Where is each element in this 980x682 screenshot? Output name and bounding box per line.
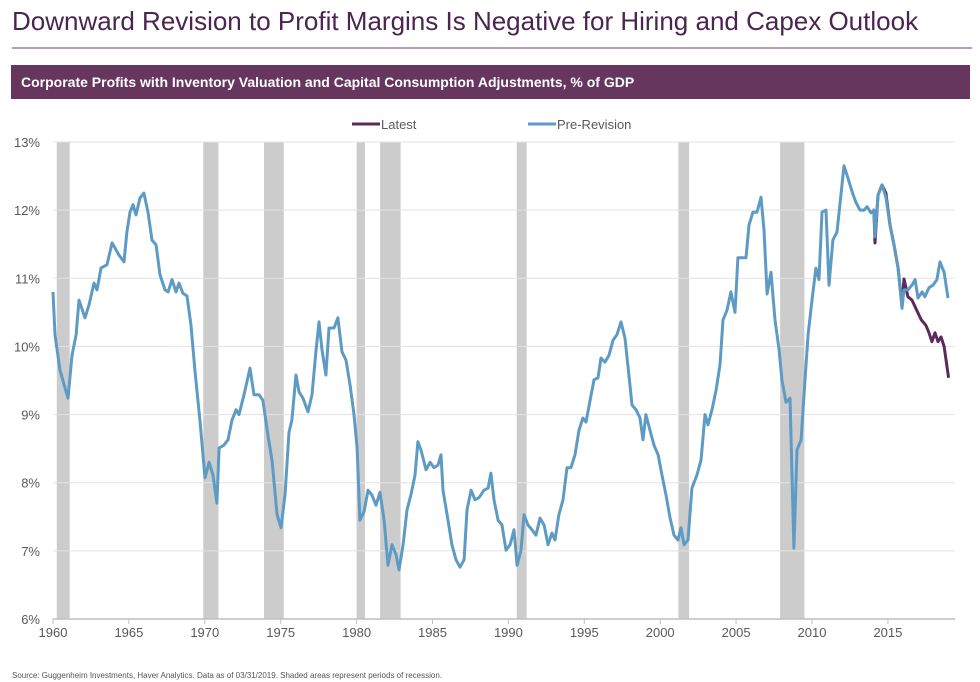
chart-title-banner: Corporate Profits with Inventory Valuati… [11, 65, 970, 99]
recession-band [678, 142, 690, 619]
recession-band [516, 142, 527, 619]
title-divider [12, 47, 972, 49]
y-tick-label: 12% [14, 203, 40, 218]
x-tick-label: 1980 [342, 625, 371, 640]
y-tick-label: 13% [14, 135, 40, 150]
axes: 6% 7% 8% 9% 10% 11% 12% 13% 1960 1965 1970 1975 1980… [14, 135, 955, 640]
x-tick-label: 1975 [266, 625, 295, 640]
recession-band [356, 142, 365, 619]
x-tick-label: 1990 [494, 625, 523, 640]
recession-band [264, 142, 284, 619]
recession-band [780, 142, 805, 619]
y-tick-label: 11% [15, 271, 40, 286]
page-title: Downward Revision to Profit Margins Is N… [12, 6, 919, 36]
series-pre-revision-line [51, 164, 950, 572]
x-tick-label: 2000 [646, 625, 675, 640]
y-tick-label: 6% [21, 612, 40, 627]
legend-pre-revision-label: Pre-Revision [557, 117, 631, 132]
legend-latest-label: Latest [381, 117, 417, 132]
x-tick-label: 2015 [873, 625, 902, 640]
y-tick-label: 7% [21, 544, 40, 559]
x-tick-label: 1970 [190, 625, 219, 640]
recession-band [380, 142, 401, 619]
series-lines [51, 164, 951, 572]
x-tick-label: 1960 [39, 625, 68, 640]
recession-band [203, 142, 219, 619]
gridlines [53, 141, 955, 552]
chart-title: Corporate Profits with Inventory Valuati… [21, 74, 635, 90]
x-tick-label: 2005 [722, 625, 751, 640]
y-tick-label: 9% [21, 408, 40, 423]
x-tick-label: 2010 [798, 625, 827, 640]
legend: Latest Pre-Revision [352, 117, 631, 132]
x-tick-label: 1985 [418, 625, 447, 640]
x-tick-label: 1965 [114, 625, 143, 640]
x-tick-label: 1995 [570, 625, 599, 640]
recession-bands [56, 142, 805, 619]
y-tick-label: 10% [14, 339, 40, 354]
y-tick-label: 8% [21, 476, 40, 491]
source-note: Source: Guggenheim Investments, Haver An… [12, 671, 443, 680]
